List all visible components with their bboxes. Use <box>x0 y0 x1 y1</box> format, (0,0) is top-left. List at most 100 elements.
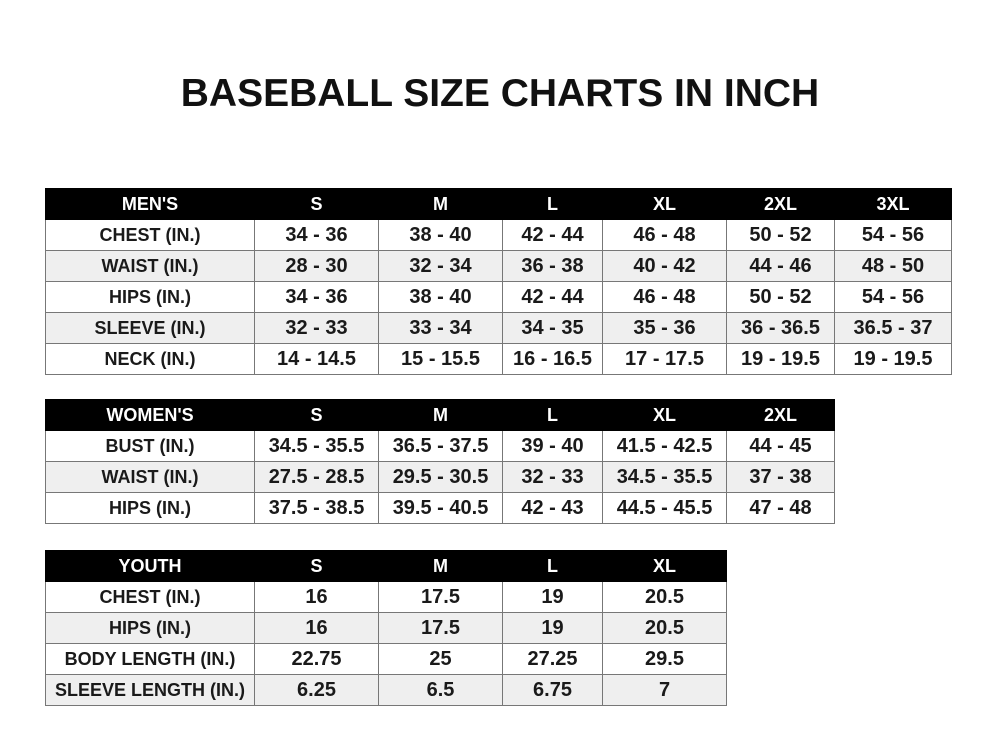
size-value: 39 - 40 <box>502 430 603 462</box>
size-value: 36 - 38 <box>502 250 603 282</box>
size-value: 46 - 48 <box>602 219 727 251</box>
size-value: 37.5 - 38.5 <box>254 492 379 524</box>
size-value: 34 - 36 <box>254 281 379 313</box>
measurement-label: SLEEVE LENGTH (IN.) <box>45 674 255 706</box>
measurement-label: HIPS (IN.) <box>45 612 255 644</box>
size-value: 27.25 <box>502 643 603 675</box>
measurement-label: WAIST (IN.) <box>45 461 255 493</box>
size-header: M <box>378 188 503 220</box>
size-value: 40 - 42 <box>602 250 727 282</box>
size-value: 19 - 19.5 <box>834 343 952 375</box>
size-value: 20.5 <box>602 612 727 644</box>
size-value: 54 - 56 <box>834 219 952 251</box>
size-value: 35 - 36 <box>602 312 727 344</box>
page-title: BASEBALL SIZE CHARTS IN INCH <box>180 72 820 115</box>
measurement-label: NECK (IN.) <box>45 343 255 375</box>
table-row: CHEST (IN.) 34 - 36 38 - 40 42 - 44 46 - 48 5… <box>45 219 952 251</box>
table-row: WAIST (IN.) 28 - 30 32 - 34 36 - 38 40 - 42 4… <box>45 250 952 282</box>
size-value: 6.25 <box>254 674 379 706</box>
measurement-label: CHEST (IN.) <box>45 219 255 251</box>
size-value: 39.5 - 40.5 <box>378 492 503 524</box>
size-value: 44 - 45 <box>726 430 835 462</box>
header-row: YOUTH S M L XL <box>45 550 727 582</box>
size-header: L <box>502 188 603 220</box>
table-row: NECK (IN.) 14 - 14.5 15 - 15.5 16 - 16.5 17 … <box>45 343 952 375</box>
header-row: WOMEN'S S M L XL 2XL <box>45 399 835 431</box>
size-header: M <box>378 550 503 582</box>
measurement-label: HIPS (IN.) <box>45 281 255 313</box>
size-value: 33 - 34 <box>378 312 503 344</box>
size-value: 50 - 52 <box>726 281 835 313</box>
size-value: 50 - 52 <box>726 219 835 251</box>
size-value: 46 - 48 <box>602 281 727 313</box>
table-row: WAIST (IN.) 27.5 - 28.5 29.5 - 30.5 32 - 33… <box>45 461 835 493</box>
table-row: HIPS (IN.) 37.5 - 38.5 39.5 - 40.5 42 - 43 4… <box>45 492 835 524</box>
size-value: 17.5 <box>378 612 503 644</box>
size-header: 3XL <box>834 188 952 220</box>
size-value: 16 - 16.5 <box>502 343 603 375</box>
size-value: 42 - 44 <box>502 219 603 251</box>
size-header: M <box>378 399 503 431</box>
size-value: 36.5 - 37 <box>834 312 952 344</box>
size-value: 6.5 <box>378 674 503 706</box>
table-row: HIPS (IN.) 16 17.5 19 20.5 <box>45 612 727 644</box>
size-header: S <box>254 399 379 431</box>
size-value: 44 - 46 <box>726 250 835 282</box>
size-header: XL <box>602 399 727 431</box>
size-value: 27.5 - 28.5 <box>254 461 379 493</box>
size-value: 20.5 <box>602 581 727 613</box>
size-value: 48 - 50 <box>834 250 952 282</box>
size-value: 19 - 19.5 <box>726 343 835 375</box>
size-value: 34 - 36 <box>254 219 379 251</box>
size-value: 34.5 - 35.5 <box>602 461 727 493</box>
table-row: BUST (IN.) 34.5 - 35.5 36.5 - 37.5 39 - 40 4… <box>45 430 835 462</box>
size-value: 42 - 44 <box>502 281 603 313</box>
size-value: 16 <box>254 581 379 613</box>
measurement-label: WAIST (IN.) <box>45 250 255 282</box>
size-value: 44.5 - 45.5 <box>602 492 727 524</box>
size-header: XL <box>602 550 727 582</box>
size-header: XL <box>602 188 727 220</box>
size-value: 28 - 30 <box>254 250 379 282</box>
size-value: 15 - 15.5 <box>378 343 503 375</box>
category-header: WOMEN'S <box>45 399 255 431</box>
size-header: S <box>254 188 379 220</box>
size-value: 22.75 <box>254 643 379 675</box>
size-value: 36.5 - 37.5 <box>378 430 503 462</box>
table-row: BODY LENGTH (IN.) 22.75 25 27.25 29.5 <box>45 643 727 675</box>
size-value: 34 - 35 <box>502 312 603 344</box>
size-value: 32 - 34 <box>378 250 503 282</box>
table-row: HIPS (IN.) 34 - 36 38 - 40 42 - 44 46 - 48 50… <box>45 281 952 313</box>
measurement-label: BODY LENGTH (IN.) <box>45 643 255 675</box>
measurement-label: HIPS (IN.) <box>45 492 255 524</box>
size-value: 14 - 14.5 <box>254 343 379 375</box>
size-value: 32 - 33 <box>502 461 603 493</box>
size-value: 29.5 <box>602 643 727 675</box>
size-value: 38 - 40 <box>378 219 503 251</box>
size-value: 29.5 - 30.5 <box>378 461 503 493</box>
size-value: 17 - 17.5 <box>602 343 727 375</box>
table-row: SLEEVE (IN.) 32 - 33 33 - 34 34 - 35 35 - 36… <box>45 312 952 344</box>
size-value: 42 - 43 <box>502 492 603 524</box>
measurement-label: BUST (IN.) <box>45 430 255 462</box>
size-value: 36 - 36.5 <box>726 312 835 344</box>
size-header: 2XL <box>726 188 835 220</box>
size-header: S <box>254 550 379 582</box>
mens-size-table: MEN'S S M L XL 2XL 3XL CHEST (IN.) 34 - 36 38 - 4… <box>45 188 952 375</box>
size-value: 16 <box>254 612 379 644</box>
table-row: SLEEVE LENGTH (IN.) 6.25 6.5 6.75 7 <box>45 674 727 706</box>
header-row: MEN'S S M L XL 2XL 3XL <box>45 188 952 220</box>
size-value: 37 - 38 <box>726 461 835 493</box>
size-value: 17.5 <box>378 581 503 613</box>
measurement-label: SLEEVE (IN.) <box>45 312 255 344</box>
size-value: 41.5 - 42.5 <box>602 430 727 462</box>
measurement-label: CHEST (IN.) <box>45 581 255 613</box>
table-row: CHEST (IN.) 16 17.5 19 20.5 <box>45 581 727 613</box>
size-value: 32 - 33 <box>254 312 379 344</box>
category-header: MEN'S <box>45 188 255 220</box>
size-header: L <box>502 550 603 582</box>
size-value: 7 <box>602 674 727 706</box>
size-value: 25 <box>378 643 503 675</box>
size-value: 6.75 <box>502 674 603 706</box>
category-header: YOUTH <box>45 550 255 582</box>
